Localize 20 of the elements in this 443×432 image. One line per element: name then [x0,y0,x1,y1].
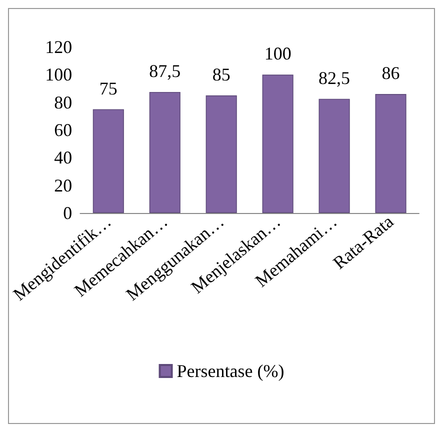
data-label: 86 [382,63,400,84]
y-tick-label: 0 [63,203,72,223]
y-tick-label: 120 [45,37,72,57]
y-tick-label: 100 [45,64,72,85]
bar [262,74,294,213]
y-tick-label: 80 [54,92,72,112]
legend-label: Persentase (%) [176,361,284,381]
data-label: 87,5 [149,60,181,81]
y-tick-label: 20 [54,175,72,196]
y-tick-label: 60 [54,120,72,140]
y-tick-label: 40 [54,148,72,168]
bar [206,95,237,213]
data-label: 100 [264,44,292,64]
bar [318,98,350,213]
bar [92,109,124,213]
data-label: 82,5 [318,68,350,88]
bar [375,94,406,213]
data-label: 85 [212,64,230,84]
data-label: 75 [99,78,118,98]
bar [149,92,180,213]
